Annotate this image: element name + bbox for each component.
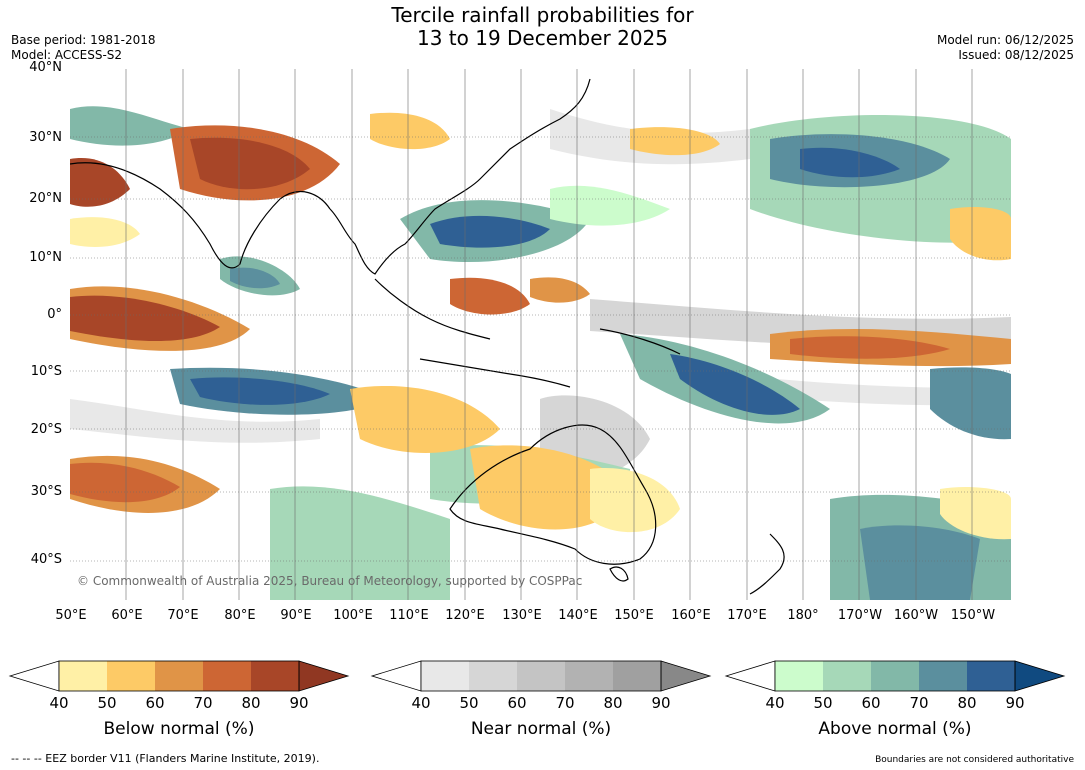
colorbar-tick: 80 bbox=[957, 694, 977, 712]
colorbar-tick: 70 bbox=[909, 694, 929, 712]
colorbar-tick: 40 bbox=[765, 694, 785, 712]
colorbar-tick: 70 bbox=[555, 694, 575, 712]
lon-label: 160°W bbox=[893, 608, 939, 623]
model-run-date: Model run: 06/12/2025 bbox=[936, 33, 1074, 47]
colorbar-below-normal bbox=[8, 660, 350, 692]
title-line-1: Tercile rainfall probabilities for bbox=[391, 3, 694, 27]
model-run-info: Model run: 06/12/2025 Issued: 08/12/2025 bbox=[937, 33, 1074, 63]
colorbar-tick: 80 bbox=[241, 694, 261, 712]
colorbar-tick: 90 bbox=[651, 694, 671, 712]
colorbar-tick: 50 bbox=[813, 694, 833, 712]
lon-label: 160°E bbox=[671, 608, 711, 623]
above-normal-label: Above normal (%) bbox=[818, 719, 972, 739]
colorbar-tick: 60 bbox=[507, 694, 527, 712]
base-period-info: Base period: 1981-2018 Model: ACCESS-S2 bbox=[11, 33, 156, 63]
probability-map bbox=[70, 69, 1011, 600]
colorbar-above-normal bbox=[724, 660, 1066, 692]
lon-label: 170°W bbox=[837, 608, 883, 623]
near-normal-label: Near normal (%) bbox=[470, 719, 612, 739]
lon-label: 180° bbox=[787, 608, 819, 623]
lat-label-30n: 30°N bbox=[29, 130, 62, 145]
colorbar-tick: 40 bbox=[411, 694, 431, 712]
colorbar-tick: 50 bbox=[459, 694, 479, 712]
map-title: Tercile rainfall probabilities for 13 to… bbox=[0, 4, 1085, 50]
colorbar-tick: 70 bbox=[193, 694, 213, 712]
colorbar-tick: 40 bbox=[49, 694, 69, 712]
below-normal-label: Below normal (%) bbox=[103, 719, 255, 739]
lon-label: 90°E bbox=[280, 608, 312, 623]
lon-label: 150°W bbox=[950, 608, 996, 623]
lon-label: 100°E bbox=[333, 608, 373, 623]
below-normal-regions bbox=[70, 112, 1011, 540]
meridians bbox=[125, 69, 973, 600]
lat-label-equator: 0° bbox=[47, 307, 62, 322]
lon-label: 70°E bbox=[167, 608, 199, 623]
colorbar-tick: 60 bbox=[861, 694, 881, 712]
title-line-2: 13 to 19 December 2025 bbox=[416, 26, 668, 50]
colorbar-legends bbox=[8, 660, 1066, 692]
lat-label-10s: 10°S bbox=[30, 364, 62, 379]
lon-label: 140°E bbox=[558, 608, 598, 623]
colorbar-tick: 90 bbox=[289, 694, 309, 712]
lon-label: 60°E bbox=[111, 608, 143, 623]
lat-label-40s: 40°S bbox=[30, 552, 62, 567]
lat-label-20n: 20°N bbox=[29, 191, 62, 206]
lat-label-30s: 30°S bbox=[30, 484, 62, 499]
gridlines bbox=[70, 136, 1011, 562]
lon-label: 130°E bbox=[502, 608, 542, 623]
colorbar-near-normal bbox=[370, 660, 712, 692]
lon-label: 120°E bbox=[445, 608, 485, 623]
boundaries-disclaimer: Boundaries are not considered authoritat… bbox=[875, 755, 1074, 765]
colorbar-tick: 50 bbox=[97, 694, 117, 712]
copyright-notice: © Commonwealth of Australia 2025, Bureau… bbox=[77, 574, 583, 588]
coastlines bbox=[70, 78, 785, 595]
base-period: Base period: 1981-2018 bbox=[11, 33, 156, 47]
issued-date: Issued: 08/12/2025 bbox=[958, 48, 1074, 62]
colorbar-tick: 60 bbox=[145, 694, 165, 712]
lat-label-40n: 40°N bbox=[29, 60, 62, 75]
lon-label: 80°E bbox=[224, 608, 256, 623]
model-name: Model: ACCESS-S2 bbox=[11, 48, 123, 62]
lat-label-10n: 10°N bbox=[29, 250, 62, 265]
eez-border-note: -- -- -- EEZ border V11 (Flanders Marine… bbox=[11, 752, 320, 765]
lon-label: 110°E bbox=[389, 608, 429, 623]
lon-label: 50°E bbox=[55, 608, 87, 623]
lat-label-20s: 20°S bbox=[30, 422, 62, 437]
colorbar-tick: 80 bbox=[603, 694, 623, 712]
colorbar-tick: 90 bbox=[1005, 694, 1025, 712]
lon-label: 170°E bbox=[727, 608, 767, 623]
map-canvas bbox=[70, 69, 1011, 600]
lon-label: 150°E bbox=[614, 608, 654, 623]
